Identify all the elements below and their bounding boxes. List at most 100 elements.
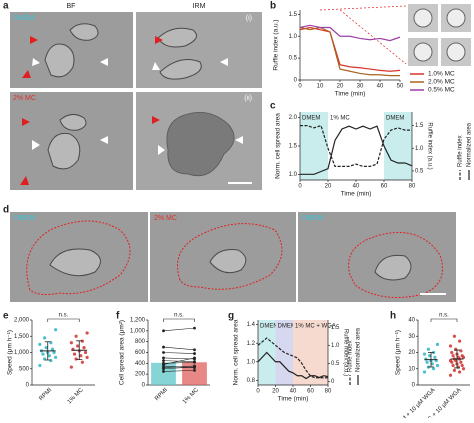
legend-label: 2.0% MC xyxy=(428,79,455,86)
data-point xyxy=(451,363,455,368)
y2-tick-label: 1.5 xyxy=(331,325,340,331)
data-point xyxy=(74,357,78,361)
data-point xyxy=(422,370,427,374)
data-point xyxy=(193,348,196,352)
data-point xyxy=(193,364,196,368)
panel-tag: (ii) xyxy=(244,95,252,102)
y-tick-label: 800 xyxy=(135,339,146,345)
region xyxy=(328,112,384,180)
legend-label: Normalized area xyxy=(467,122,473,167)
y2-tick-label: 1.0 xyxy=(331,343,340,349)
data-point xyxy=(456,355,460,359)
data-point xyxy=(448,359,453,363)
y2-tick-label: 0.5 xyxy=(331,361,340,367)
y-tick-label: 40 xyxy=(408,318,415,324)
y-tick-label: 1,500 xyxy=(14,334,30,340)
y-tick-label: 1.5 xyxy=(289,144,298,150)
y2-tick-label: 1.5 xyxy=(415,123,424,129)
series-line xyxy=(299,26,400,77)
data-point xyxy=(450,350,454,355)
pair-line xyxy=(163,370,195,372)
x-tick-label: 40 xyxy=(377,84,384,90)
legend-label: Normalized area xyxy=(356,327,362,372)
y-tick-label: 0 xyxy=(142,383,146,389)
micrograph xyxy=(136,12,262,88)
panel-letter: h xyxy=(390,311,396,322)
data-point xyxy=(430,362,434,366)
error-bar xyxy=(76,340,83,361)
y-tick-label: 1,000 xyxy=(130,328,146,334)
y-axis-label: Cell spread area (μm²) xyxy=(119,320,126,385)
error-bar xyxy=(428,351,434,368)
x-tick-label: 40 xyxy=(353,184,360,190)
region-label: DMEM xyxy=(386,116,404,122)
significance-bracket xyxy=(163,318,195,322)
y-tick-label: 1.2 xyxy=(247,341,256,347)
y-axis-label: Ruffle index (a.u.) xyxy=(273,19,280,70)
pair-line xyxy=(163,352,195,354)
panel-letter: e xyxy=(3,311,9,322)
panel-letter: g xyxy=(228,311,234,322)
y-tick-label: 1.0 xyxy=(247,359,256,365)
legend-label: 0.5% MC xyxy=(428,87,455,94)
micrograph xyxy=(298,212,456,302)
x-tick-label: 20 xyxy=(272,389,279,395)
data-point xyxy=(38,342,42,346)
y-tick-label: 30 xyxy=(408,334,415,340)
legend-label: Ruffle index xyxy=(348,340,354,372)
data-point xyxy=(162,351,165,354)
data-point xyxy=(41,352,45,356)
data-point xyxy=(193,326,196,330)
y2-axis-label: Ruffle index (a.u.) xyxy=(342,329,348,376)
x-tick-label: 10 xyxy=(317,84,324,90)
y-tick-label: 600 xyxy=(135,350,146,356)
data-point xyxy=(461,367,466,371)
x-tick-label: 80 xyxy=(409,184,416,190)
y-axis-label: Norm. cell spread area xyxy=(275,113,282,179)
column-title: BF xyxy=(67,3,76,10)
annotation: n.s. xyxy=(59,313,69,319)
x-tick-label: 20 xyxy=(325,184,332,190)
data-point xyxy=(44,346,48,350)
legend-label: 1.0% MC xyxy=(428,71,455,78)
micrograph xyxy=(10,212,148,302)
micrograph xyxy=(150,212,296,302)
data-point xyxy=(435,363,440,368)
y-axis-label: Speed (μm h⁻¹) xyxy=(7,330,14,375)
data-point xyxy=(49,359,53,363)
micrograph xyxy=(10,92,133,190)
data-point xyxy=(448,344,453,348)
data-point xyxy=(162,363,165,366)
data-point xyxy=(458,370,462,374)
region xyxy=(293,320,328,385)
region-label: DMEM xyxy=(302,116,320,122)
y-tick-label: 1.0 xyxy=(289,172,298,178)
data-point xyxy=(448,373,453,377)
thumbnails xyxy=(319,4,471,66)
y-tick-label: 1.0 xyxy=(289,34,298,40)
y2-tick-label: 0.5 xyxy=(415,169,424,175)
data-point xyxy=(428,354,432,358)
y-tick-label: 0.8 xyxy=(247,378,256,384)
data-point xyxy=(83,350,88,355)
data-point xyxy=(52,350,56,355)
x-tick-label: 20 xyxy=(337,84,344,90)
data-point xyxy=(460,354,464,358)
y2-tick-label: 0 xyxy=(331,379,335,385)
data-point xyxy=(162,359,165,363)
data-point xyxy=(80,360,84,364)
bar xyxy=(182,362,207,385)
y-axis-label: Norm. cell spread area xyxy=(233,319,240,385)
data-point xyxy=(459,349,463,353)
region-label: 1% MC xyxy=(330,116,350,122)
y2-axis-label: Ruffle index (a.u.) xyxy=(426,122,432,169)
data-point xyxy=(451,354,455,358)
data-point xyxy=(460,363,464,368)
data-point xyxy=(452,334,456,338)
data-point xyxy=(74,334,78,338)
significance-bracket xyxy=(47,318,80,322)
data-point xyxy=(433,355,437,359)
data-point xyxy=(76,344,80,348)
image-label: 2% MC xyxy=(154,215,177,222)
